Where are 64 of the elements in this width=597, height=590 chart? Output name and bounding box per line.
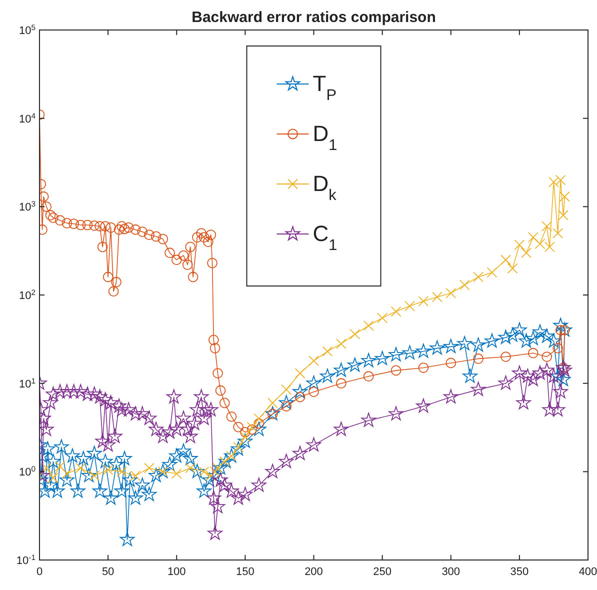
point [552, 228, 564, 238]
point [514, 240, 525, 250]
point [281, 384, 292, 395]
point [308, 356, 319, 366]
point [102, 464, 114, 475]
legend-label: D$_{1}$ [312, 121, 338, 154]
point [555, 174, 566, 186]
x-tick-label: 250 [373, 566, 392, 578]
point [446, 288, 456, 298]
point [418, 296, 429, 306]
point [521, 248, 532, 258]
legend-label: C$_{1}$ [312, 221, 338, 254]
point [144, 462, 154, 474]
x-tick-label: 300 [442, 566, 460, 578]
x-tick-label: 350 [510, 566, 529, 578]
point [75, 462, 86, 474]
point [542, 221, 552, 232]
chart-title: Backward error ratios comparison [192, 9, 436, 26]
point [377, 312, 388, 324]
point [246, 422, 258, 432]
point [294, 368, 306, 378]
y-tick-label: 10$^{1}$ [18, 376, 36, 390]
point [336, 338, 346, 350]
point [560, 191, 570, 202]
point [404, 300, 415, 312]
point [62, 468, 72, 479]
point [171, 468, 182, 479]
x-tick-label: 200 [304, 566, 323, 578]
legend-label: D$_{k}$ [312, 171, 337, 204]
point [459, 280, 470, 290]
point [432, 292, 442, 302]
y-tick-label: 10$^{0}$ [18, 464, 36, 479]
point [507, 263, 518, 274]
point [350, 329, 360, 340]
point [500, 254, 511, 266]
point [528, 232, 538, 242]
point [544, 242, 555, 252]
x-tick-label: 0 [36, 566, 43, 578]
x-tick-label: 50 [102, 566, 114, 578]
point [267, 398, 278, 408]
point [116, 466, 127, 477]
y-tick-label: 10$^{3}$ [18, 199, 36, 214]
y-tick-label: 10$^{5}$ [18, 22, 36, 37]
point [48, 472, 58, 484]
x-tick-label: 400 [578, 566, 597, 578]
point [322, 346, 333, 357]
point [254, 413, 264, 424]
point [89, 470, 100, 481]
point [548, 176, 559, 188]
point [41, 462, 52, 474]
point [558, 210, 568, 220]
y-tick-label: 10$^{2}$ [18, 288, 36, 302]
point [185, 462, 196, 474]
x-tick-label: 100 [167, 566, 186, 578]
point [390, 306, 402, 317]
point [54, 461, 66, 472]
y-tick-label: 10$^{4}$ [18, 110, 36, 126]
point [363, 320, 374, 331]
legend-label: T$_{P}$ [312, 71, 336, 104]
point [534, 238, 546, 249]
x-tick-label: 150 [236, 566, 254, 578]
y-tick-label: 10$^{-1}$ [16, 552, 36, 567]
point [486, 267, 498, 278]
point [473, 272, 484, 282]
